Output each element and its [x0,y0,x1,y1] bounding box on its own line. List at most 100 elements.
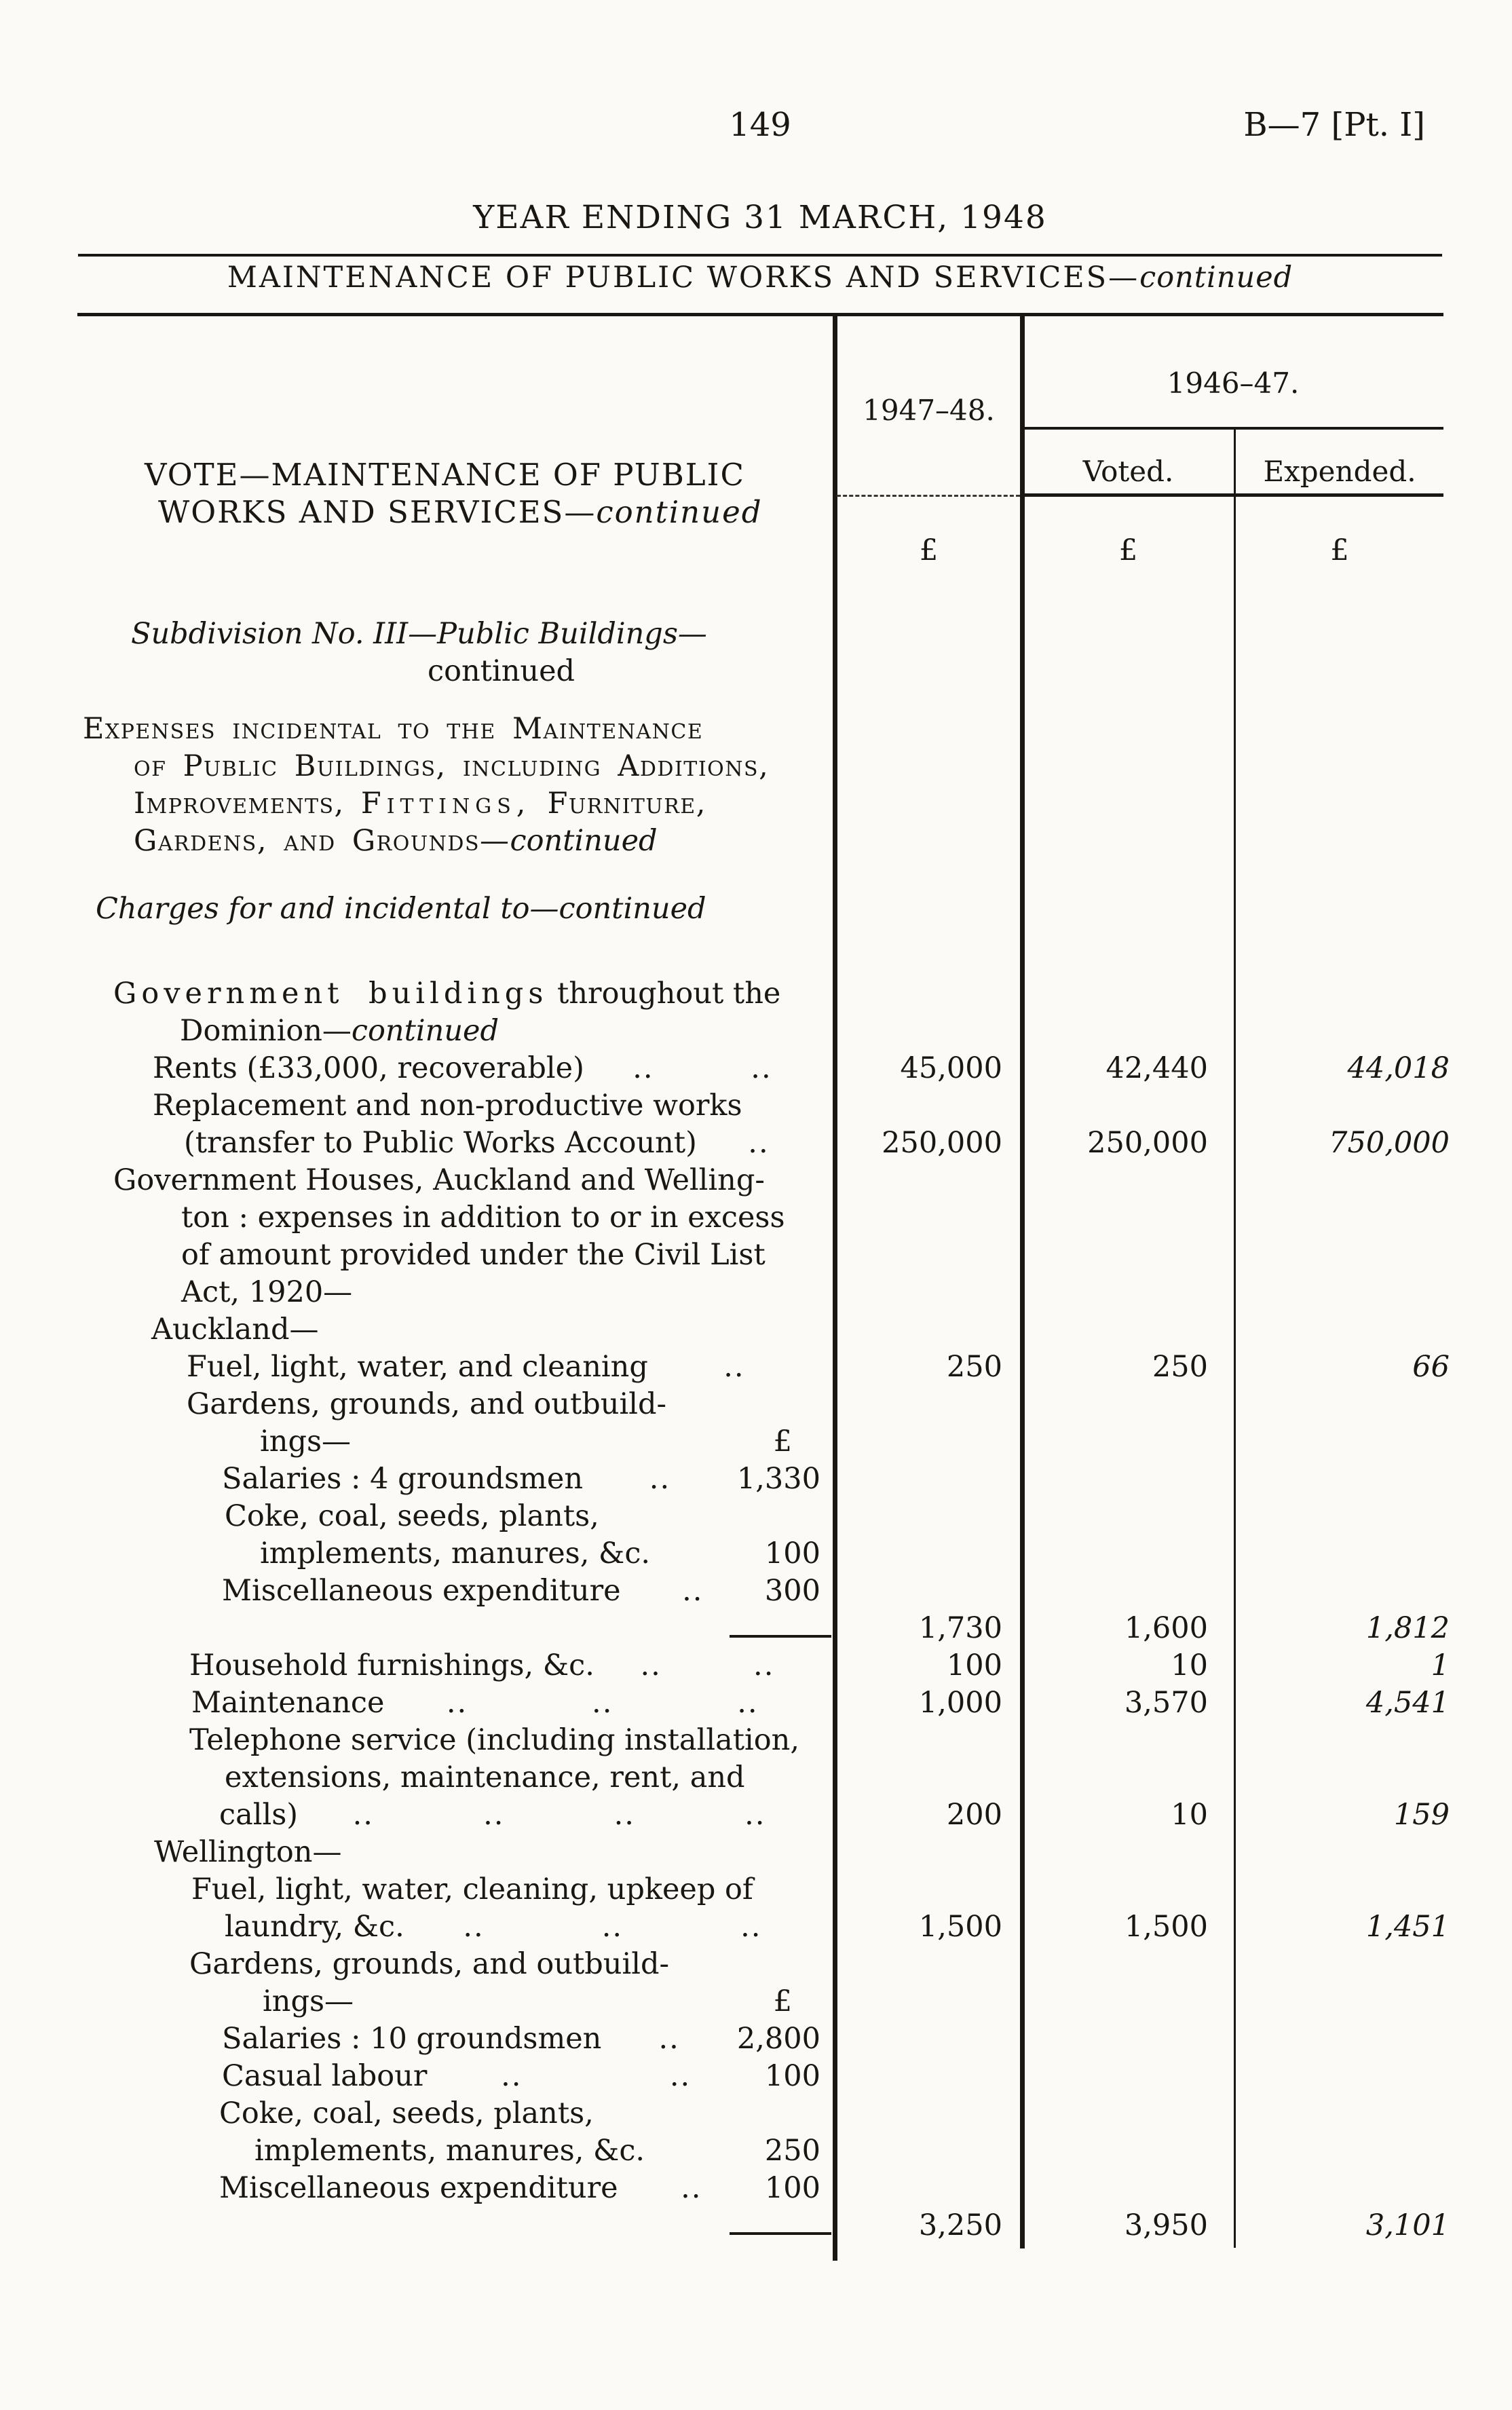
description-text: Subdivision No. III—Public Buildings— [131,617,707,651]
inner-amount: 2,800 [736,2022,820,2056]
dot-leader: .. [649,1462,671,1496]
description-cell: Government buildings throughout the [78,975,835,1013]
description-text: Act, 1920— [181,1275,353,1309]
description-cell: ings— £ [78,1983,835,2020]
description-cell: ings— £ [78,1423,835,1461]
amount-1947-48: 1,500 [918,1910,1002,1944]
inner-amount: 100 [764,2059,820,2093]
description-cell: Subdivision No. III—Public Buildings— [78,616,835,653]
horizontal-rule-table-top [77,313,1443,316]
table-row: Government buildings throughout the [78,975,1459,1013]
dot-leader: .. [352,1798,374,1832]
description-text: Expenses incidental to the Maintenance [83,712,704,746]
amount-expended: 3,101 [1365,2208,1450,2242]
description-cell: Gardens, grounds, and outbuild- [78,1386,835,1423]
table-row: (transfer to Public Works Account).. 250,… [78,1125,1459,1162]
description-text: calls) [219,1798,299,1832]
dot-leader: .. [601,1910,624,1944]
table-row: Fuel, light, water, cleaning, upkeep of [78,1871,1459,1908]
table-row: Coke, coal, seeds, plants, [78,2095,1459,2132]
description-cell: Salaries : 10 groundsmen.. 2,800 [78,2020,835,2058]
table-row: implements, manures, &c. 100 [78,1535,1459,1573]
amount-1947-48: 1,730 [918,1611,1002,1645]
description-cell: calls)........ [78,1796,835,1834]
amount-expended: 1,451 [1365,1910,1450,1944]
table-row: Household furnishings, &c..... 100 10 1 [78,1647,1459,1684]
description-cell: Fuel, light, water, cleaning, upkeep of [78,1871,835,1908]
dot-leader: .. [740,1910,762,1944]
description-text: Government Houses, Auckland and Welling- [113,1163,765,1197]
description-cell: extensions, maintenance, rent, and [78,1759,835,1796]
page-number: 149 [729,106,791,144]
table-row: Charges for and incidental to—continued [78,890,1459,928]
inner-amount: 100 [764,2171,820,2205]
dot-leader: .. [640,1649,662,1682]
description-text: laundry, &c. [225,1910,404,1944]
dot-leader: .. [737,1686,759,1720]
amount-voted: 250 [1152,1350,1208,1384]
description-cell: Fuel, light, water, and cleaning.. [78,1349,835,1386]
table-row: Expenses incidental to the Maintenance [78,711,1459,748]
dot-leader: .. [632,1051,654,1085]
amount-1947-48: 200 [946,1798,1002,1832]
dot-leader: .. [463,1910,485,1944]
amount-expended: 1 [1431,1649,1450,1682]
dot-leader: .. [682,1574,704,1608]
table-row: Government Houses, Auckland and Welling- [78,1162,1459,1199]
description-text: Salaries : 4 groundsmen [222,1462,584,1496]
description-text: ings— [260,1425,352,1458]
description-cell: Government Houses, Auckland and Welling- [78,1162,835,1199]
inner-amount: 100 [764,1537,820,1570]
horizontal-rule-top [78,254,1442,257]
table-row: continued [78,653,1459,690]
description-text: Salaries : 10 groundsmen [222,2022,602,2056]
description-text: continued [510,824,658,858]
description-cell: of Public Buildings, including Additions… [78,748,835,785]
inner-amount: 300 [764,1574,820,1608]
dot-leader: .. [658,2022,680,2056]
table-row: Miscellaneous expenditure.. 100 [78,2170,1459,2207]
description-cell: Coke, coal, seeds, plants, [78,1498,835,1535]
table-row: 1,730 1,600 1,812 [78,1610,1459,1647]
amount-voted: 1,600 [1124,1611,1208,1645]
description-text: Fuel, light, water, and cleaning [187,1350,648,1384]
section-heading-text: MAINTENANCE OF PUBLIC WORKS AND SERVICES… [227,261,1140,295]
inner-amount: 250 [764,2134,820,2168]
sum-dash [730,2232,831,2235]
section-heading-continued: continued [1139,261,1293,295]
amount-expended: 44,018 [1347,1051,1450,1085]
description-text: Replacement and non-productive works [153,1089,742,1123]
description-text: continued [596,494,763,530]
description-cell: implements, manures, &c. 250 [78,2132,835,2170]
vertical-rule-voted-expended [1234,429,1236,2248]
description-text: Improvements, [134,787,361,821]
table-row: Miscellaneous expenditure.. 300 [78,1573,1459,1610]
year-heading: YEAR ENDING 31 MARCH, 1948 [473,199,1047,236]
description-text: throughout the [548,977,781,1011]
column-header-voted: Voted. [1082,455,1174,488]
table-row: 3,250 3,950 3,101 [78,2207,1459,2244]
amount-expended: 750,000 [1329,1126,1450,1160]
amount-voted: 3,950 [1124,2208,1208,2242]
description-text: Gardens, and Grounds— [134,824,510,858]
table-row: WORKS AND SERVICES— continued [78,493,1459,531]
description-text: continued [351,1014,499,1048]
sum-dash [730,1635,831,1638]
table-row: Improvements, Fittings, Furniture, [78,785,1459,823]
table-row: Rents (£33,000, recoverable).... 45,000 42… [78,1050,1459,1087]
description-text: Coke, coal, seeds, plants, [219,2096,594,2130]
table-row: extensions, maintenance, rent, and [78,1759,1459,1796]
table-row: Gardens, grounds, and outbuild- [78,1386,1459,1423]
description-cell: Dominion— continued [78,1013,835,1050]
amount-voted: 10 [1171,1649,1208,1682]
vertical-rule-col1947-left [833,313,837,2261]
amount-1947-48: 45,000 [900,1051,1002,1085]
description-text: Auckland— [151,1313,319,1347]
table-row: Casual labour.... 100 [78,2058,1459,2095]
description-cell: Gardens, and Grounds— continued [78,823,835,860]
table-row: Telephone service (including installatio… [78,1722,1459,1759]
table-row: of amount provided under the Civil List [78,1237,1459,1274]
dot-leader: .. [613,1798,635,1832]
description-text: VOTE—MAINTENANCE OF PUBLIC [145,457,745,493]
